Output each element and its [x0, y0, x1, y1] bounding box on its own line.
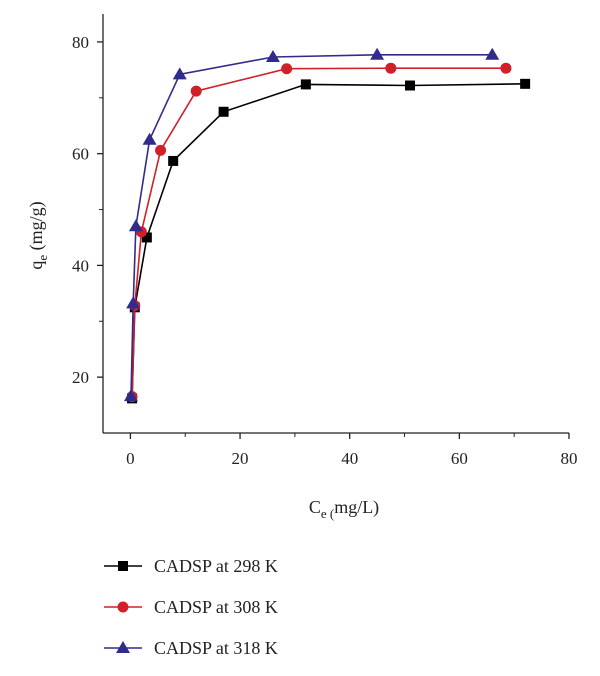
series-line	[131, 83, 526, 399]
data-point	[370, 47, 385, 60]
axes: 0 20 40 60 80 20 40 60 80 Ce (mg/L) qe (mg/g)	[26, 14, 578, 521]
data-point	[141, 232, 152, 243]
y-tick-label: 80	[72, 33, 89, 52]
y-axis-title: qe (mg/g)	[26, 201, 50, 269]
data-point	[405, 80, 416, 91]
series-square	[127, 78, 531, 404]
x-tick-label: 40	[341, 449, 358, 468]
data-point	[281, 63, 293, 75]
data-point	[126, 296, 141, 309]
data-point	[172, 67, 187, 80]
data-point	[168, 155, 179, 166]
data-point	[385, 62, 397, 74]
legend-item: CADSP at 308 K	[104, 597, 278, 617]
data-point	[218, 106, 229, 117]
legend-marker	[118, 561, 128, 571]
data-point	[520, 78, 531, 89]
series-line	[130, 53, 493, 397]
series-triangle	[123, 47, 500, 402]
legend-label: CADSP at 318 K	[154, 638, 278, 658]
data-point	[500, 62, 512, 74]
y-tick-label: 60	[72, 145, 89, 164]
x-tick-label: 20	[232, 449, 249, 468]
data-point	[155, 144, 167, 156]
legend: CADSP at 298 K CADSP at 308 K CADSP at 318…	[104, 556, 278, 658]
data-point	[190, 85, 202, 97]
x-tick-label: 0	[126, 449, 135, 468]
legend-item: CADSP at 298 K	[104, 556, 278, 576]
series-circle	[126, 62, 512, 403]
legend-marker	[116, 641, 130, 653]
x-axis-title: Ce (mg/L)	[309, 497, 379, 521]
y-tick-label: 40	[72, 256, 89, 275]
legend-label: CADSP at 298 K	[154, 556, 278, 576]
data-point	[485, 47, 500, 60]
data-point	[123, 389, 138, 402]
x-tick-label: 60	[451, 449, 468, 468]
data-point	[300, 79, 311, 90]
legend-marker	[117, 601, 129, 613]
data-point	[265, 50, 280, 63]
y-tick-label: 20	[72, 368, 89, 387]
series-line	[131, 67, 506, 397]
data-point	[128, 219, 143, 232]
legend-label: CADSP at 308 K	[154, 597, 278, 617]
legend-item: CADSP at 318 K	[104, 638, 278, 658]
series-layer	[123, 47, 531, 404]
data-point	[142, 132, 157, 145]
x-tick-label: 80	[561, 449, 578, 468]
